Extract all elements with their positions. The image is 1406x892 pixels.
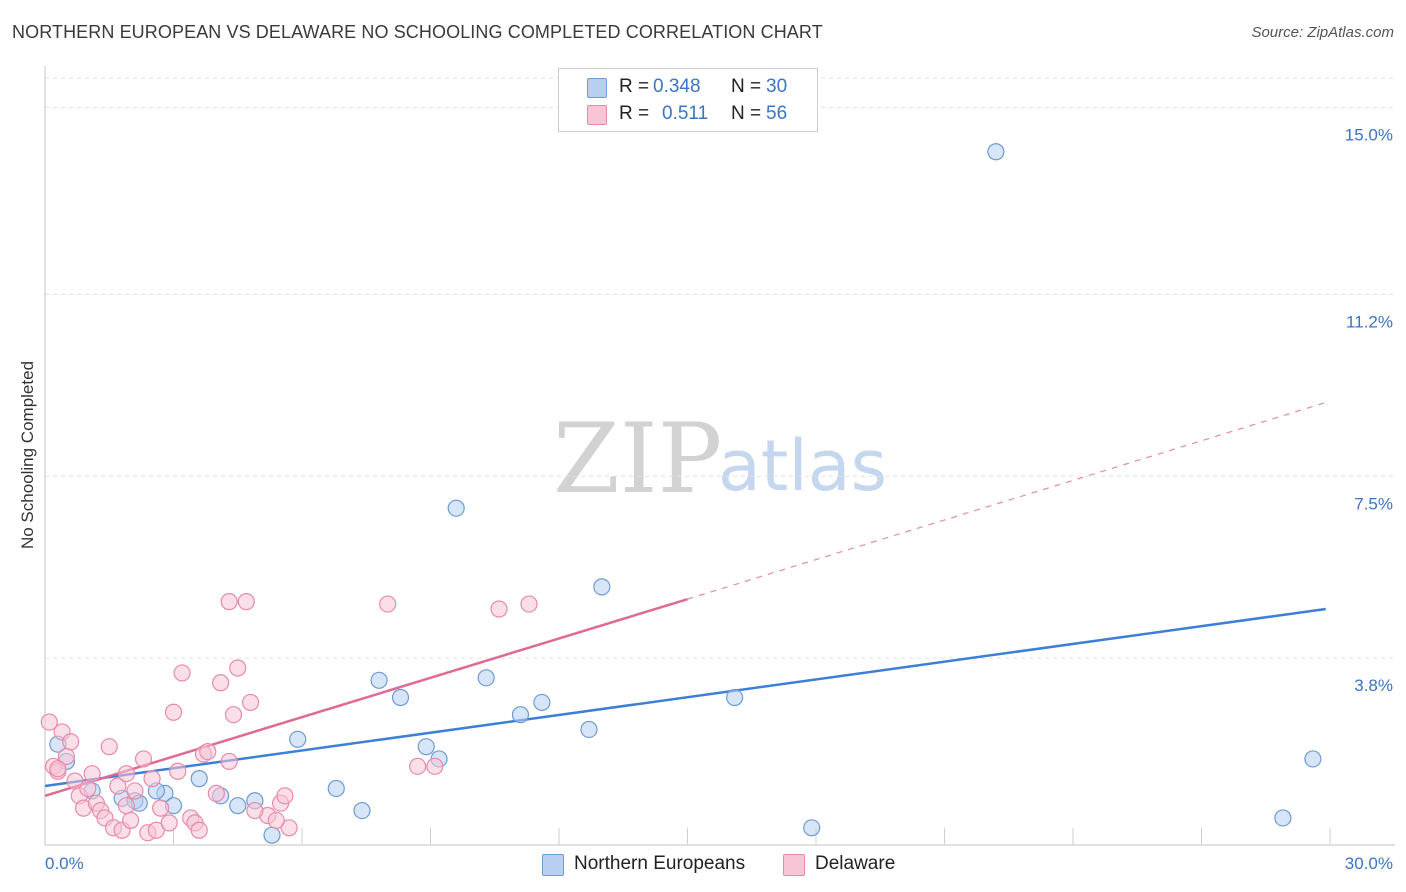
point-northern-european — [417, 738, 435, 756]
point-northern-european — [327, 779, 345, 798]
r-label: R = — [619, 103, 650, 124]
blue-swatch — [587, 78, 607, 98]
point-delaware — [237, 593, 255, 611]
point-delaware — [49, 760, 67, 778]
trendline-northern-europeans — [44, 607, 1326, 788]
watermark: ZIP atlas — [553, 403, 887, 515]
point-delaware — [229, 659, 247, 677]
point-northern-european — [477, 669, 495, 687]
point-delaware — [173, 664, 191, 682]
point-delaware — [409, 757, 427, 775]
point-delaware — [520, 595, 538, 613]
correlation-legend: R = 0.348 N = 30 R = 0.511 N = 56 — [558, 68, 818, 132]
point-northern-european — [289, 730, 307, 748]
point-delaware — [246, 801, 264, 820]
point-northern-european — [593, 578, 611, 596]
point-delaware — [426, 757, 444, 775]
point-northern-european — [1304, 750, 1322, 768]
point-delaware — [122, 811, 140, 830]
x-tick-label: 0.0% — [45, 854, 84, 873]
point-northern-european — [353, 801, 371, 820]
axes — [44, 66, 1395, 846]
point-northern-european — [726, 688, 744, 707]
point-delaware — [117, 797, 135, 815]
y-tick-label: 3.8% — [1354, 676, 1393, 695]
point-delaware — [220, 593, 238, 611]
point-delaware — [79, 779, 97, 798]
blue-swatch — [542, 854, 564, 876]
y-tick-label: 7.5% — [1354, 494, 1393, 513]
point-northern-european — [533, 693, 551, 712]
point-delaware — [169, 762, 187, 780]
series-legend: Northern Europeans Delaware — [0, 852, 1406, 878]
point-delaware — [280, 819, 298, 837]
point-northern-european — [263, 826, 281, 844]
point-delaware — [117, 765, 135, 783]
pink-swatch — [783, 854, 805, 876]
point-delaware — [242, 693, 260, 712]
point-northern-european — [511, 706, 530, 724]
point-delaware — [212, 674, 230, 692]
point-northern-european — [370, 671, 388, 689]
point-delaware — [134, 750, 153, 768]
point-delaware — [147, 821, 165, 839]
point-northern-european — [1274, 809, 1292, 827]
watermark-zip: ZIP — [553, 403, 722, 515]
point-delaware — [83, 765, 101, 783]
n-label: N = — [731, 76, 762, 97]
point-delaware — [207, 784, 225, 802]
point-delaware — [164, 703, 183, 721]
point-delaware — [160, 814, 178, 832]
y-tick-label: 11.2% — [1346, 312, 1393, 331]
point-northern-european — [447, 499, 465, 517]
point-delaware — [100, 738, 118, 756]
source-credit: Source: ZipAtlas.com — [1251, 24, 1394, 41]
tick-labels: 3.8% 7.5% 11.2% 15.0% 0.0% 30.0% — [45, 126, 1393, 874]
point-delaware — [220, 752, 238, 771]
chart-title: NORTHERN EUROPEAN VS DELAWARE NO SCHOOLI… — [12, 22, 823, 42]
pink-swatch — [587, 105, 607, 125]
x-tick-label: 30.0% — [1345, 854, 1393, 873]
point-delaware — [152, 799, 170, 817]
point-delaware — [224, 706, 243, 724]
point-northern-european — [391, 688, 410, 707]
data-points — [40, 143, 1322, 844]
point-northern-european — [580, 720, 598, 739]
point-delaware — [276, 787, 294, 805]
point-delaware — [379, 595, 397, 613]
n-label: N = — [731, 103, 762, 124]
point-delaware — [126, 782, 144, 800]
r-label: R = — [619, 76, 650, 97]
point-delaware — [109, 777, 127, 795]
point-delaware — [199, 742, 217, 761]
point-delaware — [490, 600, 508, 618]
n-value: 56 — [766, 103, 788, 124]
y-tick-label: 15.0% — [1345, 126, 1393, 145]
point-delaware — [143, 770, 161, 788]
trend-lines — [44, 401, 1326, 798]
point-delaware — [190, 821, 208, 839]
point-northern-european — [190, 770, 208, 788]
r-value: 0.348 — [653, 76, 701, 97]
point-northern-european — [803, 819, 821, 837]
point-delaware — [267, 811, 285, 830]
r-value: 0.511 — [662, 103, 709, 124]
trendline-delaware — [44, 597, 688, 798]
point-northern-european — [229, 797, 247, 815]
point-northern-european — [987, 143, 1005, 161]
trendline-delaware-extension — [687, 401, 1326, 600]
legend-label: Northern Europeans — [574, 853, 746, 874]
point-delaware — [62, 733, 80, 751]
watermark-atlas: atlas — [718, 425, 887, 507]
n-value: 30 — [766, 76, 788, 97]
point-delaware — [40, 713, 58, 731]
legend-label: Delaware — [815, 853, 896, 874]
gridlines — [45, 77, 1395, 659]
